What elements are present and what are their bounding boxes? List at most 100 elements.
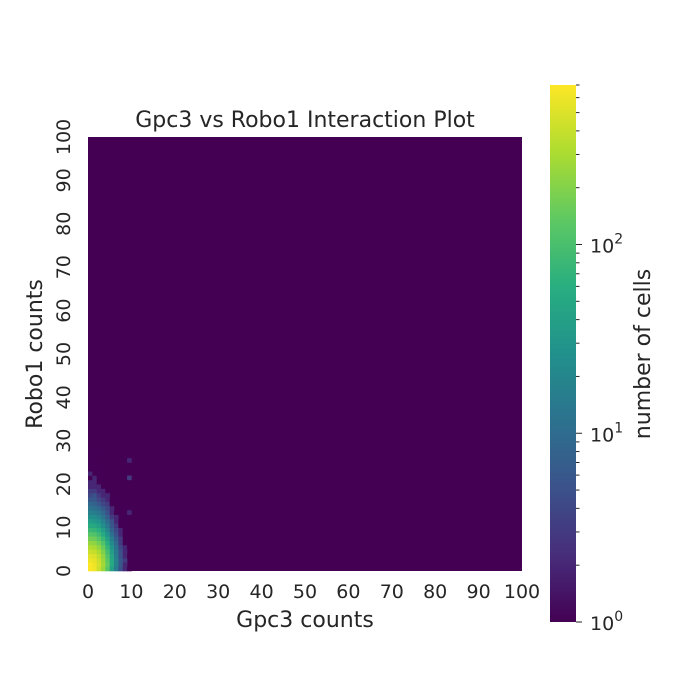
heatmap-cell — [105, 527, 110, 533]
heatmap-cell — [96, 518, 102, 524]
heatmap-cell — [92, 505, 97, 511]
heatmap-cell — [114, 501, 119, 507]
heatmap-cell — [101, 479, 106, 485]
heatmap-cell — [92, 514, 97, 520]
heatmap-cell — [101, 497, 106, 502]
heatmap-cell — [118, 536, 124, 541]
heatmap-cell — [131, 557, 137, 563]
heatmap-cell — [101, 505, 106, 511]
heatmap-cell — [109, 557, 115, 563]
heatmap-cell — [96, 514, 102, 520]
heatmap-cell — [122, 501, 128, 507]
heatmap-cell — [105, 497, 110, 502]
heatmap-cell — [131, 488, 137, 494]
y-tick-label: 60 — [53, 299, 75, 323]
y-axis-label: Robo1 counts — [23, 279, 48, 429]
heatmap-cell — [101, 445, 106, 450]
heatmap-cell — [88, 540, 93, 546]
heatmap-cell — [88, 488, 93, 494]
heatmap-cell — [105, 549, 110, 554]
heatmap-cell — [122, 536, 128, 541]
heatmap-cell — [122, 514, 128, 520]
heatmap-cell — [92, 484, 97, 489]
heatmap-cell — [127, 553, 132, 559]
heatmap-cell — [88, 406, 93, 411]
heatmap-cell — [118, 531, 124, 537]
heatmap-cell — [92, 475, 97, 481]
heatmap-cell — [92, 518, 97, 524]
heatmap-cell — [92, 458, 97, 463]
heatmap-cell — [109, 484, 115, 489]
heatmap-cell — [105, 557, 110, 563]
heatmap-cell — [92, 479, 97, 485]
heatmap-cell — [101, 527, 106, 533]
colorbar-tick-label: 101 — [590, 420, 623, 446]
colorbar — [550, 85, 576, 622]
heatmap-cell — [105, 566, 110, 572]
heatmap-cell — [114, 479, 119, 485]
heatmap-cell — [114, 544, 119, 550]
x-tick-label: 30 — [206, 581, 230, 603]
heatmap-cell — [88, 501, 93, 507]
heatmap-cell — [96, 562, 102, 567]
heatmap-cell — [88, 423, 93, 429]
y-tick-label: 20 — [53, 472, 75, 496]
heatmap-cell — [92, 566, 97, 572]
heatmap-cell — [118, 553, 124, 559]
heatmap-cell — [109, 510, 115, 515]
heatmap-cell — [96, 505, 102, 511]
y-tick-label: 10 — [53, 516, 75, 540]
heatmap-cell — [105, 540, 110, 546]
heatmap-cell — [118, 540, 124, 546]
heatmap-cell — [96, 488, 102, 494]
x-tick-label: 90 — [467, 581, 491, 603]
colorbar-tick-base: 10 — [590, 236, 614, 258]
heatmap-cell — [92, 527, 97, 533]
heatmap-cell — [122, 453, 128, 459]
x-tick-label: 10 — [119, 581, 143, 603]
heatmap-cell — [109, 540, 115, 546]
heatmap-cell — [88, 544, 93, 550]
heatmap-cell — [105, 536, 110, 541]
heatmap-cell — [127, 475, 132, 481]
chart-title: Gpc3 vs Robo1 Interaction Plot — [135, 108, 475, 133]
heatmap-cell — [101, 557, 106, 563]
heatmap-cell — [118, 518, 124, 524]
heatmap-cell — [109, 518, 115, 524]
x-tick-label: 20 — [163, 581, 187, 603]
heatmap-cell — [105, 510, 110, 515]
x-tick-label: 80 — [423, 581, 447, 603]
heatmap-cell — [96, 471, 102, 476]
heatmap-cell — [105, 562, 110, 567]
x-tick-labels: 0 10 20 30 40 50 60 70 80 90 100 — [82, 581, 540, 603]
heatmap-cell — [96, 544, 102, 550]
heatmap-cell — [109, 423, 115, 429]
heatmap-cell — [88, 553, 93, 559]
heatmap-cell — [118, 432, 124, 437]
heatmap-cell — [109, 527, 115, 533]
heatmap-cell — [118, 566, 124, 572]
colorbar-label: number of cells — [631, 269, 656, 439]
heatmap-cell — [101, 518, 106, 524]
colorbar-tick-base: 10 — [590, 424, 614, 446]
heatmap-cell — [92, 488, 97, 494]
colorbar-tick-exponent: 1 — [614, 420, 623, 436]
heatmap-cell — [92, 492, 97, 498]
heatmap-cell — [109, 562, 115, 567]
x-tick-label: 60 — [336, 581, 360, 603]
heatmap-cell — [127, 510, 132, 515]
heatmap-cell — [101, 427, 106, 433]
heatmap-cell — [88, 462, 93, 468]
heatmap-cell — [109, 505, 115, 511]
heatmap-cell — [122, 531, 128, 537]
heatmap-cell — [122, 544, 128, 550]
heatmap-cell — [92, 466, 97, 472]
heatmap-cell — [118, 523, 124, 528]
heatmap-cell — [118, 527, 124, 533]
heatmap-cell — [88, 475, 93, 481]
heatmap-cell — [114, 553, 119, 559]
heatmap-cell — [101, 566, 106, 572]
heatmap-cell — [96, 475, 102, 481]
heatmap-cell — [114, 540, 119, 546]
